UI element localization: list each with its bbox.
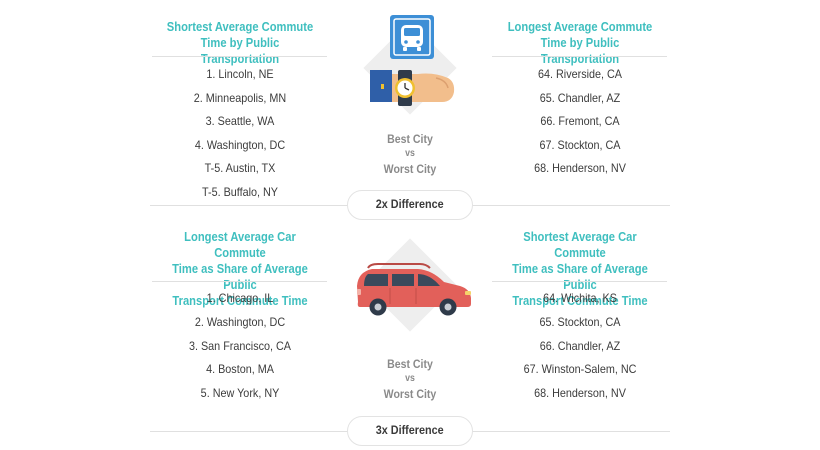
comparison-label: Best City vs Worst City bbox=[383, 357, 437, 401]
divider bbox=[492, 281, 667, 282]
list-item: 5. New York, NY bbox=[200, 386, 280, 400]
list-item: 68. Henderson, NV bbox=[534, 161, 626, 175]
list-item: 3. Seattle, WA bbox=[205, 114, 275, 128]
bus-stop-and-watch-icon bbox=[370, 15, 455, 106]
divider bbox=[152, 281, 327, 282]
comparison-label: Best City vs Worst City bbox=[383, 132, 437, 176]
list-item: 64. Riverside, CA bbox=[537, 67, 623, 81]
list-item: 65. Chandler, AZ bbox=[539, 91, 621, 105]
list-item: 67. Winston-Salem, NC bbox=[523, 362, 637, 376]
difference-badge: 2x Difference bbox=[347, 190, 473, 220]
list-item: 4. Washington, DC bbox=[194, 138, 286, 152]
divider bbox=[492, 56, 667, 57]
list-item: 66. Fremont, CA bbox=[540, 114, 620, 128]
list-item: T-5. Buffalo, NY bbox=[201, 185, 279, 199]
divider bbox=[152, 56, 327, 57]
right-heading: Longest Average Commute Time by Public T… bbox=[507, 19, 653, 66]
list-item: 65. Stockton, CA bbox=[539, 315, 621, 329]
car-icon bbox=[357, 263, 471, 316]
list-item: 66. Chandler, AZ bbox=[539, 339, 621, 353]
list-item: T-5. Austin, TX bbox=[204, 161, 276, 175]
left-heading: Shortest Average Commute Time by Public … bbox=[166, 19, 314, 66]
difference-badge: 3x Difference bbox=[347, 416, 473, 446]
list-item: 68. Henderson, NV bbox=[534, 386, 626, 400]
list-item: 1. Chicago, IL bbox=[206, 291, 274, 305]
list-item: 67. Stockton, CA bbox=[539, 138, 621, 152]
list-item: 64. Wichita, KS bbox=[543, 291, 617, 305]
list-item: 2. Minneapolis, MN bbox=[193, 91, 287, 105]
list-item: 4. Boston, MA bbox=[206, 362, 274, 376]
list-item: 1. Lincoln, NE bbox=[206, 67, 274, 81]
left-heading: Longest Average Car Commute Time as Shar… bbox=[172, 229, 308, 308]
list-item: 2. Washington, DC bbox=[194, 315, 286, 329]
right-heading: Shortest Average Car Commute Time as Sha… bbox=[512, 229, 648, 308]
list-item: 3. San Francisco, CA bbox=[188, 339, 292, 353]
